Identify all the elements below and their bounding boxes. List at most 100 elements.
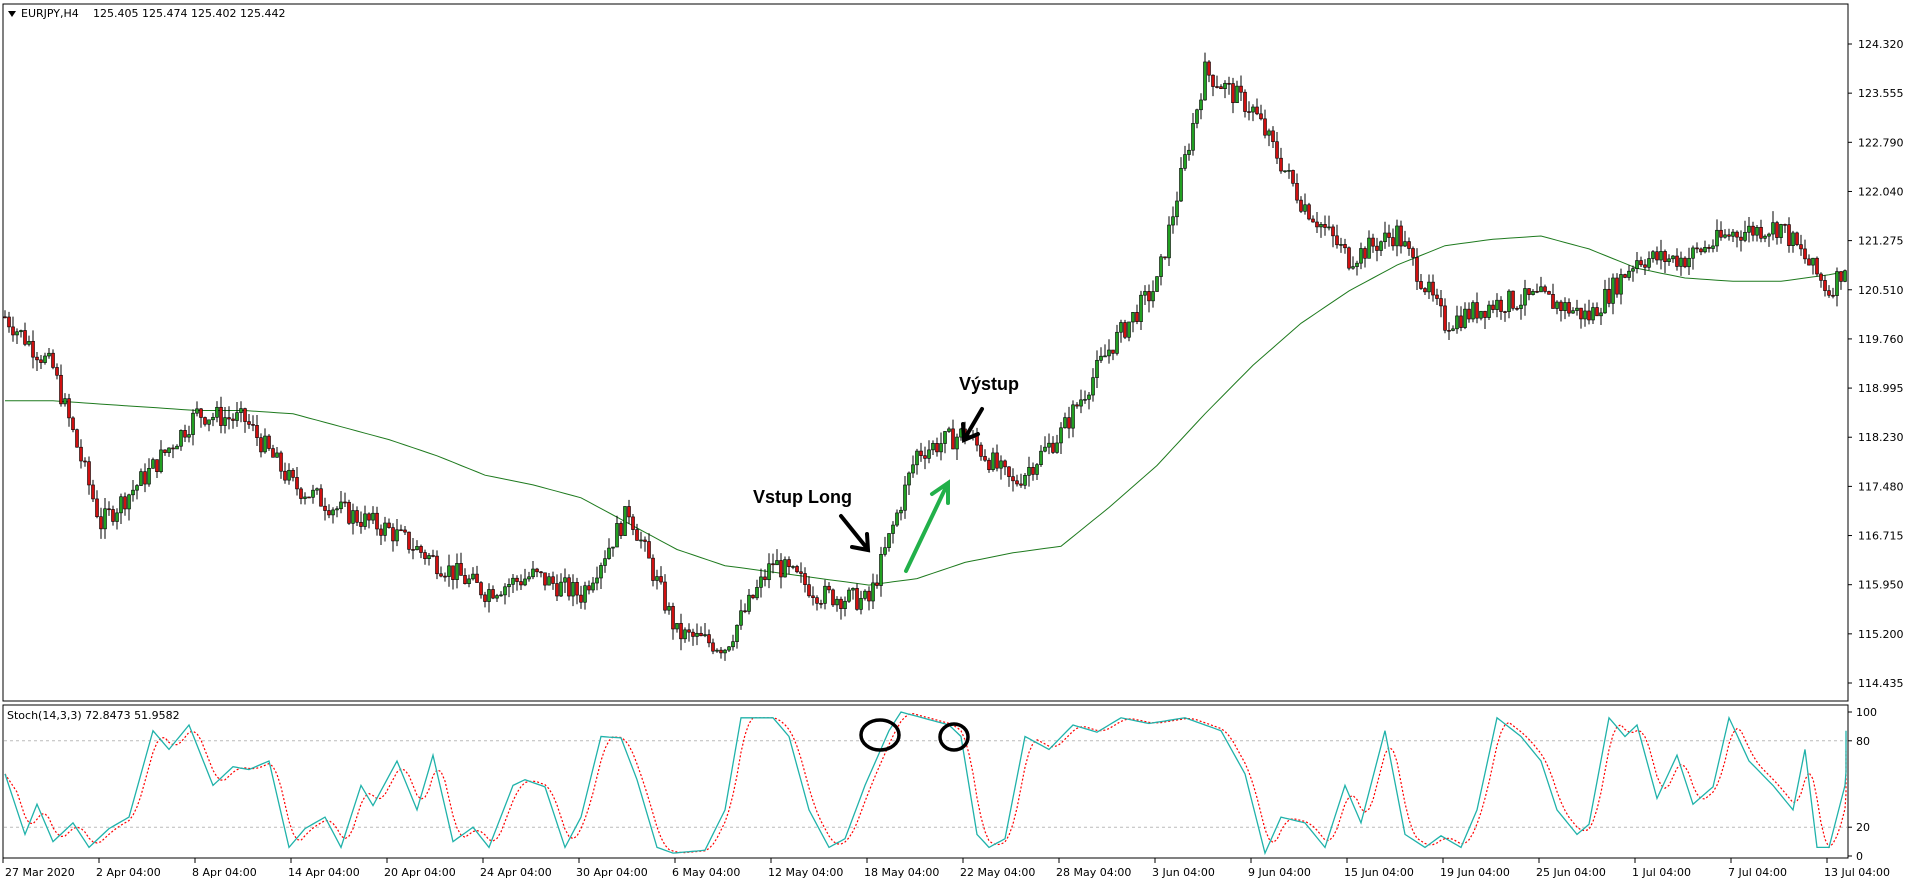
bull-candle xyxy=(119,496,123,514)
bear-candle xyxy=(1615,277,1619,295)
bull-candle xyxy=(1251,106,1255,113)
bull-candle xyxy=(1703,247,1707,253)
bear-candle xyxy=(143,471,147,485)
bear-candle xyxy=(1399,225,1403,247)
bull-candle xyxy=(791,566,795,568)
bear-candle xyxy=(1263,118,1267,136)
bear-candle xyxy=(1827,290,1831,296)
price-panel[interactable] xyxy=(2,3,1849,702)
bear-candle xyxy=(1387,232,1391,238)
bear-candle xyxy=(1831,294,1835,297)
price-axis-label: 119.760 xyxy=(1858,333,1904,346)
time-axis-label: 7 Jul 04:00 xyxy=(1728,866,1787,879)
bull-candle xyxy=(1659,251,1663,261)
bear-candle xyxy=(7,316,11,328)
bull-candle xyxy=(339,501,343,510)
bear-candle xyxy=(35,356,39,361)
bull-candle xyxy=(655,576,659,581)
bull-candle xyxy=(1599,312,1603,317)
bear-candle xyxy=(1491,304,1495,310)
bull-candle xyxy=(1303,204,1307,212)
price-axis-label: 117.480 xyxy=(1858,480,1904,493)
bull-candle xyxy=(783,559,787,578)
bear-candle xyxy=(51,352,55,368)
bull-candle xyxy=(1471,302,1475,320)
time-axis-label: 3 Jun 04:00 xyxy=(1152,866,1215,879)
time-axis-label: 9 Jun 04:00 xyxy=(1248,866,1311,879)
bull-candle xyxy=(1199,99,1203,111)
bear-candle xyxy=(99,516,103,530)
bull-candle xyxy=(1427,281,1431,293)
bull-candle xyxy=(1179,168,1183,202)
bear-candle xyxy=(535,568,539,573)
bull-candle xyxy=(1119,322,1123,333)
bear-candle xyxy=(1443,305,1447,331)
bear-candle xyxy=(1787,224,1791,246)
bull-candle xyxy=(1575,307,1579,311)
bull-candle xyxy=(595,577,599,584)
bull-candle xyxy=(103,508,107,530)
bear-candle xyxy=(431,555,435,557)
bull-candle xyxy=(1571,310,1575,314)
bull-candle xyxy=(15,331,19,336)
bear-candle xyxy=(1391,237,1395,247)
bull-candle xyxy=(1747,225,1751,233)
time-axis-label: 25 Jun 04:00 xyxy=(1536,866,1606,879)
triangle-down-icon[interactable] xyxy=(8,11,16,17)
bull-candle xyxy=(1327,226,1331,229)
bull-candle xyxy=(1767,233,1771,237)
bull-candle xyxy=(1043,446,1047,452)
bull-candle xyxy=(1539,286,1543,293)
bear-candle xyxy=(379,528,383,536)
time-axis-label: 12 May 04:00 xyxy=(768,866,843,879)
bull-candle xyxy=(1283,170,1287,172)
bear-candle xyxy=(1839,271,1843,282)
stoch-panel[interactable] xyxy=(2,704,1849,859)
bull-candle xyxy=(1059,427,1063,444)
bear-candle xyxy=(1255,106,1259,115)
bear-candle xyxy=(1003,460,1007,468)
bear-candle xyxy=(1783,224,1787,226)
bear-candle xyxy=(567,577,571,597)
bull-candle xyxy=(131,489,135,496)
bull-candle xyxy=(747,594,751,612)
bull-candle xyxy=(1743,231,1747,241)
bear-candle xyxy=(479,582,483,596)
bear-candle xyxy=(1067,417,1071,429)
bear-candle xyxy=(403,529,407,533)
bear-candle xyxy=(919,450,923,456)
bull-candle xyxy=(487,589,491,602)
bear-candle xyxy=(171,447,175,450)
bear-candle xyxy=(815,597,819,604)
bull-candle xyxy=(1487,304,1491,318)
price-axis-label: 124.320 xyxy=(1858,38,1904,51)
bull-candle xyxy=(931,443,935,451)
bear-candle xyxy=(359,521,363,527)
bull-candle xyxy=(1151,291,1155,302)
bear-candle xyxy=(1579,307,1583,320)
bull-candle xyxy=(135,485,139,491)
bear-candle xyxy=(1467,308,1471,320)
bear-candle xyxy=(1015,480,1019,485)
bear-candle xyxy=(751,594,755,599)
bull-candle xyxy=(611,546,615,549)
bear-candle xyxy=(399,529,403,532)
bull-candle xyxy=(1603,288,1607,314)
bear-candle xyxy=(1727,234,1731,237)
bear-candle xyxy=(539,571,543,574)
bear-candle xyxy=(1363,248,1367,259)
bear-candle xyxy=(1663,251,1667,262)
bear-candle xyxy=(463,575,467,585)
bear-candle xyxy=(1607,288,1611,304)
bear-candle xyxy=(1243,91,1247,112)
bull-candle xyxy=(1631,268,1635,272)
bear-candle xyxy=(1567,302,1571,314)
price-axis-label: 123.555 xyxy=(1858,87,1904,100)
bear-candle xyxy=(435,555,439,575)
bull-candle xyxy=(991,452,995,471)
bull-candle xyxy=(1223,82,1227,90)
bear-candle xyxy=(543,572,547,586)
bear-candle xyxy=(1795,232,1799,245)
bull-candle xyxy=(1451,328,1455,331)
